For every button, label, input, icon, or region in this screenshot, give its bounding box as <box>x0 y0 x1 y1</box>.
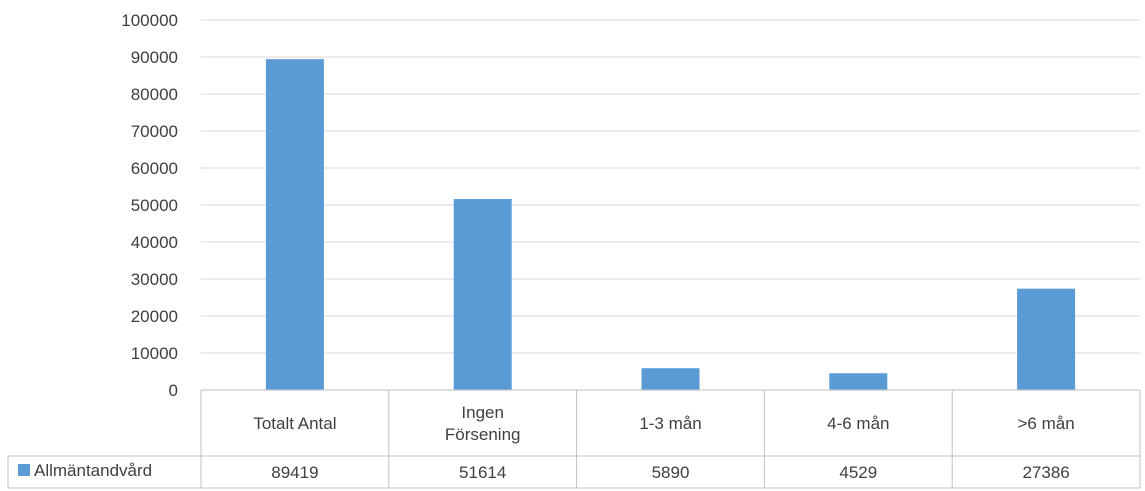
data-table <box>7 389 1141 489</box>
category-label-line: Ingen <box>461 403 504 422</box>
bar <box>265 59 324 391</box>
data-table-value: 5890 <box>652 463 690 482</box>
y-tick-label: 50000 <box>131 196 178 215</box>
data-table-value: 51614 <box>459 463 506 482</box>
data-table-value: 89419 <box>271 463 318 482</box>
legend-swatch <box>18 464 30 476</box>
y-tick-label: 30000 <box>131 270 178 289</box>
y-tick-label: 20000 <box>131 307 178 326</box>
category-label-line: 4-6 mån <box>827 414 889 433</box>
data-table-values: 89419 51614 5890 4529 27386 <box>271 463 1069 482</box>
category-label: >6 mån <box>1018 414 1075 433</box>
y-tick-label: 70000 <box>131 122 178 141</box>
bar <box>1017 288 1076 390</box>
data-table-value: 4529 <box>839 463 877 482</box>
y-axis-tick-labels: 0 10000 20000 30000 40000 50000 60000 70000 8000… <box>121 11 178 400</box>
legend: Allmäntandvård <box>18 461 152 480</box>
bars <box>265 59 1076 391</box>
legend-label: Allmäntandvård <box>34 461 152 480</box>
y-tick-label: 0 <box>169 381 178 400</box>
category-label: Ingen Försening <box>445 403 521 444</box>
data-table-value: 27386 <box>1022 463 1069 482</box>
category-label-line: Försening <box>445 425 521 444</box>
category-label-line: 1-3 mån <box>639 414 701 433</box>
category-label: 4-6 mån <box>827 414 889 433</box>
y-tick-label: 60000 <box>131 159 178 178</box>
y-tick-label: 80000 <box>131 85 178 104</box>
bar <box>453 199 512 390</box>
y-tick-label: 10000 <box>131 344 178 363</box>
y-tick-label: 90000 <box>131 48 178 67</box>
category-label-line: Totalt Antal <box>253 414 336 433</box>
bar <box>829 373 888 390</box>
category-label-line: >6 mån <box>1018 414 1075 433</box>
category-labels: Totalt Antal Ingen Försening 1-3 mån 4-6 mån… <box>253 403 1074 444</box>
y-tick-label: 100000 <box>121 11 178 30</box>
category-label: Totalt Antal <box>253 414 336 433</box>
category-label: 1-3 mån <box>639 414 701 433</box>
gridlines <box>201 19 1140 354</box>
bar <box>641 368 700 390</box>
y-tick-label: 40000 <box>131 233 178 252</box>
